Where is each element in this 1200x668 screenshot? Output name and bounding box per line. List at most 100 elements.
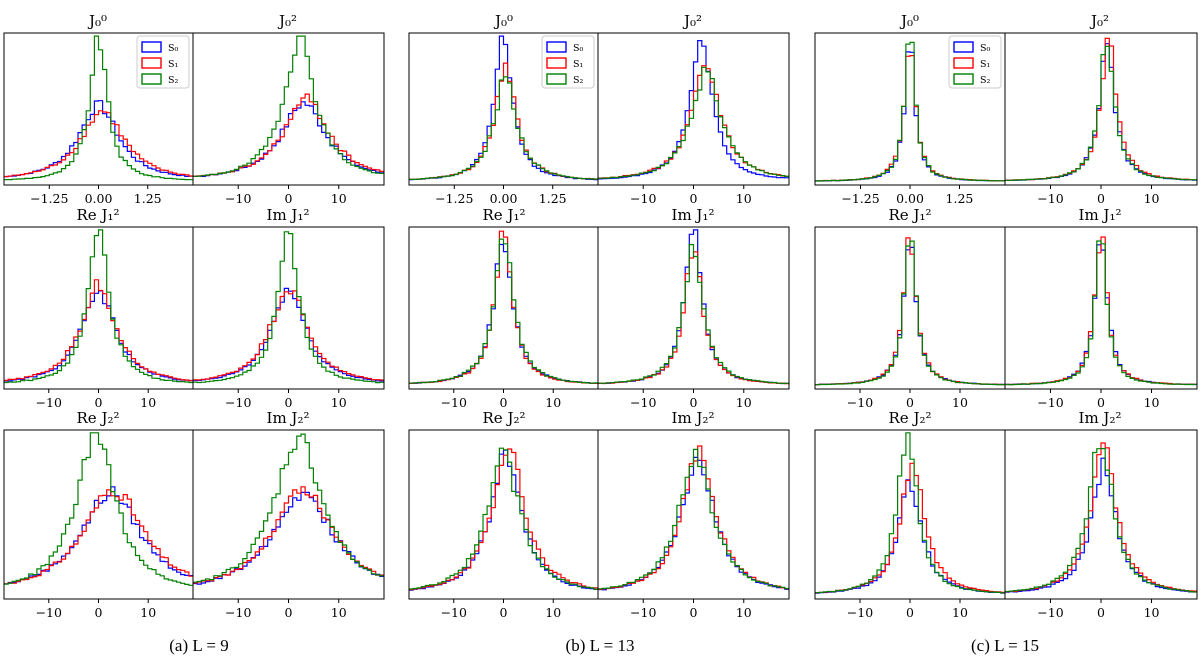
x-tick-label-a-r0-p1-1: 0 — [285, 191, 293, 206]
panel-a-r2-p0: −10 0 10 — [4, 432, 193, 620]
x-tick-label-a-r2-p0-1: 0 — [95, 605, 103, 620]
panel-title-b-r0-p0: J₀⁰ — [493, 12, 513, 30]
legend-box-a — [136, 35, 190, 89]
legend-label-b-1: S₁ — [573, 59, 584, 70]
x-tick-label-a-r1-p1-2: 10 — [331, 395, 347, 410]
legend-a: S₀ S₁ S₂ — [136, 35, 190, 89]
series-b-r0-p0-s2 — [409, 76, 598, 180]
panel-title-c-r2-p1: Im J₂² — [1079, 409, 1122, 427]
x-tick-label-b-r2-p0-0: −10 — [441, 605, 467, 620]
series-c-r2-p0-s2 — [815, 432, 1005, 594]
series-b-r1-p0-s1 — [409, 230, 598, 384]
panel-title-a-r0-p1: J₀² — [277, 12, 297, 30]
panel-c-r2-p1: −10 0 10 — [1005, 442, 1197, 620]
panel-b-r1-p0: −10 0 10 — [409, 230, 598, 410]
series-b-r2-p0-s0 — [409, 449, 598, 591]
x-tick-label-c-r0-p0-2: 1.25 — [946, 191, 974, 206]
legend-label-b-2: S₂ — [573, 75, 584, 86]
panel-b-r2-p1: −10 0 10 — [598, 445, 789, 620]
panel-c-r0-p0: −1.25 0.00 1.25 — [815, 41, 1005, 206]
panel-title-c-r1-p1: Im J₁² — [1079, 206, 1122, 224]
x-tick-label-b-r1-p0-2: 10 — [545, 395, 561, 410]
series-a-r2-p1-s2 — [193, 433, 384, 583]
legend-swatch-c-2 — [953, 73, 974, 85]
panel-title-c-r2-p0: Re J₂² — [889, 409, 932, 427]
panel-title-c-r0-p1: J₀² — [1089, 12, 1109, 30]
series-a-r1-p0-s1 — [4, 279, 193, 382]
panel-b-r2-p0: −10 0 10 — [409, 447, 598, 620]
series-a-r2-p0-s2 — [4, 432, 193, 586]
legend-c: S₀ S₁ S₂ — [948, 35, 1002, 89]
panel-frame-a-r0 — [3, 32, 385, 186]
panel-title-c-r1-p0: Re J₁² — [889, 206, 932, 224]
legend-swatch-b-0 — [546, 41, 567, 53]
panel-b-r0-p1: −10 0 10 — [598, 40, 789, 206]
series-a-r1-p1-s1 — [193, 290, 384, 381]
x-tick-label-c-r0-p0-0: −1.25 — [841, 191, 879, 206]
panel-a-r2-p1: −10 0 10 — [193, 433, 384, 620]
series-c-r1-p1-s0 — [1005, 244, 1197, 386]
series-a-r2-p0-s1 — [4, 489, 193, 585]
legend-swatch-a-1 — [141, 57, 162, 69]
x-tick-label-c-r1-p0-0: −10 — [847, 395, 873, 410]
panel-a-r1-p0: −10 0 10 — [4, 229, 193, 410]
series-a-r1-p0-s2 — [4, 229, 193, 384]
legend-swatch-c-1 — [953, 57, 974, 69]
panel-title-b-r2-p1: Im J₂² — [672, 409, 715, 427]
legend-box-c — [948, 35, 1002, 89]
x-tick-label-b-r1-p1-2: 10 — [736, 395, 752, 410]
series-a-r0-p0-s2 — [4, 35, 193, 181]
panel-b-r0-p0: −1.25 0.00 1.25 — [409, 35, 598, 206]
series-b-r0-p1-s2 — [598, 66, 789, 179]
panel-c-r1-p0: −10 0 10 — [815, 237, 1005, 410]
series-c-r1-p1-s2 — [1005, 240, 1197, 386]
series-b-r1-p1-s1 — [598, 251, 789, 385]
panel-title-b-r1-p1: Im J₁² — [672, 206, 715, 224]
legend-swatch-c-0 — [953, 41, 974, 53]
x-tick-label-b-r0-p0-2: 1.25 — [539, 191, 567, 206]
series-a-r2-p1-s0 — [193, 491, 384, 585]
series-b-r1-p0-s2 — [409, 238, 598, 384]
legend-box-b — [541, 35, 595, 89]
x-tick-label-c-r1-p1-0: −10 — [1037, 395, 1063, 410]
panel-frame-c-r1 — [814, 226, 1198, 390]
x-tick-label-a-r0-p0-2: 1.25 — [134, 191, 162, 206]
x-tick-label-a-r2-p0-0: −10 — [36, 605, 62, 620]
legend-label-c-1: S₁ — [980, 59, 991, 70]
panel-title-a-r1-p1: Im J₁² — [267, 206, 310, 224]
legend-swatch-a-2 — [141, 73, 162, 85]
x-tick-label-b-r0-p1-2: 10 — [736, 191, 752, 206]
series-c-r1-p0-s1 — [815, 237, 1005, 386]
panel-frame-c-r0 — [814, 32, 1198, 186]
x-tick-label-b-r2-p1-0: −10 — [630, 605, 656, 620]
panel-c-r1-p1: −10 0 10 — [1005, 236, 1197, 410]
x-tick-label-c-r1-p0-1: 0 — [906, 395, 914, 410]
caption-a: (a) L = 9 — [169, 636, 229, 655]
legend-label-a-0: S₀ — [168, 43, 179, 54]
x-tick-label-b-r2-p0-2: 10 — [545, 605, 561, 620]
panel-b-r1-p1: −10 0 10 — [598, 229, 789, 410]
x-tick-label-b-r1-p1-1: 0 — [690, 395, 698, 410]
x-tick-label-b-r0-p0-0: −1.25 — [435, 191, 473, 206]
x-tick-label-b-r2-p1-1: 0 — [690, 605, 698, 620]
legend-label-a-2: S₂ — [168, 75, 179, 86]
panel-title-b-r0-p1: J₀² — [682, 12, 702, 30]
x-tick-label-b-r2-p1-2: 10 — [736, 605, 752, 620]
legend-label-c-2: S₂ — [980, 75, 991, 86]
x-tick-label-a-r1-p0-0: −10 — [36, 395, 62, 410]
panel-a-r0-p1: −10 0 10 — [193, 35, 384, 206]
legend-swatch-b-2 — [546, 73, 567, 85]
x-tick-label-a-r1-p1-1: 0 — [285, 395, 293, 410]
legend-swatch-a-0 — [141, 41, 162, 53]
x-tick-label-a-r0-p0-0: −1.25 — [30, 191, 68, 206]
panel-frame-a-r2 — [3, 429, 385, 600]
legend-label-a-1: S₁ — [168, 59, 179, 70]
x-tick-label-c-r0-p1-0: −10 — [1037, 191, 1063, 206]
x-tick-label-b-r0-p1-1: 0 — [690, 191, 698, 206]
panel-title-a-r1-p0: Re J₁² — [77, 206, 120, 224]
x-tick-label-c-r0-p0-1: 0.00 — [896, 191, 924, 206]
series-c-r1-p0-s0 — [815, 246, 1005, 386]
series-b-r2-p0-s2 — [409, 447, 598, 590]
x-tick-label-c-r2-p1-0: −10 — [1037, 605, 1063, 620]
